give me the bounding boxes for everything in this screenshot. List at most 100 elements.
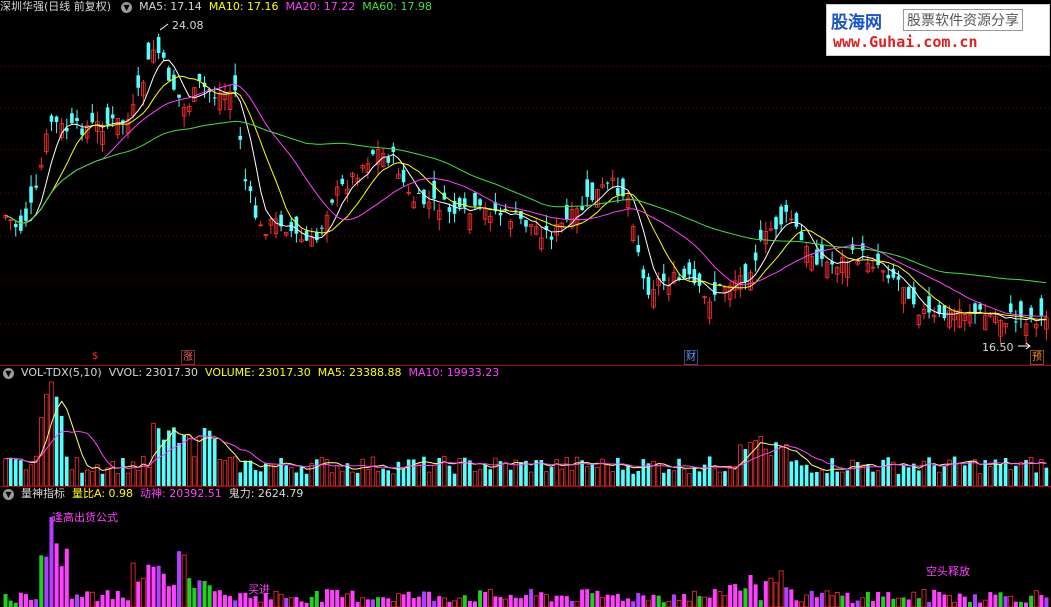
event-rise-marker[interactable]: 涨	[181, 350, 195, 365]
candle-body	[330, 199, 334, 203]
volume-bar	[712, 468, 717, 486]
indicator-bar	[717, 591, 723, 607]
volume-bar	[1008, 469, 1013, 486]
volume-bar	[667, 469, 671, 486]
indicator-bar	[120, 597, 125, 607]
candle-body	[799, 232, 804, 241]
kline-panel[interactable]: 深圳华强(日线 前复权) ▼ MA5: 17.14 MA10: 17.16 MA…	[0, 0, 1051, 365]
candle-body	[146, 42, 151, 60]
volume-bar	[574, 456, 580, 486]
stock-title: 深圳华强(日线 前复权)	[0, 0, 112, 13]
indicator-bar	[799, 601, 804, 607]
candle-body	[549, 236, 554, 240]
candle-body	[1019, 301, 1023, 317]
candle-body	[671, 272, 677, 284]
dongshen-label: 动神: 20392.51	[140, 487, 222, 500]
volume-bar	[580, 460, 584, 486]
indicator-chart[interactable]	[0, 487, 1051, 607]
candle-body	[268, 219, 274, 226]
indicator-bar	[181, 554, 187, 607]
indicator-bar	[773, 582, 779, 607]
indicator-bar	[222, 594, 227, 607]
candle-body	[651, 289, 656, 308]
indicator-bar	[314, 590, 319, 607]
volume-bar	[753, 439, 758, 486]
indicator-bar	[549, 601, 554, 607]
volume-bar	[702, 464, 707, 486]
indicator-bar	[641, 595, 646, 607]
chevron-down-icon[interactable]: ▼	[3, 367, 14, 379]
volume-bar	[1024, 460, 1028, 486]
candle-body	[794, 213, 799, 227]
volume-bar	[1039, 459, 1044, 486]
candle-body	[544, 225, 549, 231]
indicator-bar	[758, 600, 763, 607]
chevron-down-icon[interactable]: ▼	[3, 488, 14, 500]
indicator-bar	[340, 597, 345, 607]
event-forecast-marker[interactable]: 预	[1030, 350, 1044, 365]
volume-bar	[167, 430, 171, 486]
volume-bar	[621, 469, 625, 486]
liangbi-label: 量比A: 0.98	[72, 487, 134, 500]
indicator-bar	[661, 602, 666, 607]
volume-bar	[963, 465, 967, 486]
indicator-bar	[284, 597, 289, 607]
indicator-bar	[901, 597, 906, 607]
volume-bar	[881, 459, 885, 486]
indicator-bar	[44, 556, 49, 607]
candle-body	[815, 249, 819, 265]
candle-body	[876, 253, 880, 266]
indicator-bar	[829, 595, 835, 607]
volume-bar	[1003, 458, 1008, 486]
volume-bar	[723, 471, 727, 486]
candle-body	[498, 212, 503, 216]
volume-bar	[651, 460, 656, 486]
indicator-bar	[626, 598, 631, 607]
volume-bar	[733, 466, 738, 486]
indicator-bar	[89, 591, 95, 607]
indicator-bar	[1033, 590, 1039, 607]
indicator-bar	[355, 602, 360, 607]
panel-divider[interactable]	[0, 365, 1051, 366]
indicator-bar	[615, 593, 620, 607]
candle-body	[34, 185, 38, 188]
indicator-panel[interactable]: ▼ 量神指标 量比A: 0.98 动神: 20392.51 鬼力: 2624.7…	[0, 487, 1051, 607]
candle-body	[181, 107, 187, 117]
candle-body	[447, 207, 452, 212]
volume-bar	[177, 442, 181, 486]
ma60-line	[5, 120, 1047, 284]
candle-body	[524, 220, 528, 227]
volume-chart[interactable]	[0, 366, 1051, 486]
volume-bar	[590, 464, 595, 486]
panel-divider[interactable]	[0, 486, 1051, 487]
ma20-label: MA20: 17.22	[285, 0, 356, 13]
indicator-bar	[733, 584, 738, 607]
candle-body	[880, 270, 886, 273]
indicator-bar	[156, 565, 161, 607]
candle-body	[998, 319, 1003, 337]
chevron-down-icon[interactable]: ▼	[121, 1, 133, 13]
indicator-bar	[207, 585, 212, 607]
candle-body	[1044, 317, 1049, 330]
volume-bar	[365, 469, 371, 486]
indicator-bar	[472, 601, 477, 607]
vol-ma10-label: MA10: 19933.23	[408, 366, 500, 379]
candle-body	[217, 92, 223, 111]
volume-bar	[1018, 462, 1024, 486]
candle-body	[457, 197, 462, 208]
ma20-line	[5, 83, 1047, 317]
volume-panel[interactable]: ▼ VOL-TDX(5,10) VVOL: 23017.30 VOLUME: 2…	[0, 366, 1051, 486]
indicator-bar	[529, 589, 534, 607]
event-dividend-marker[interactable]: $	[92, 351, 99, 362]
indicator-bar	[212, 591, 217, 607]
indicator-bar	[8, 600, 13, 607]
event-finance-marker[interactable]: 财	[684, 350, 698, 365]
volume-bar	[95, 464, 100, 486]
candlestick-chart[interactable]	[0, 0, 1051, 365]
volume-bar	[896, 473, 901, 486]
volume-bar	[28, 464, 34, 486]
candle-body	[315, 232, 319, 241]
volume-bar	[610, 471, 615, 486]
candle-body	[539, 237, 544, 250]
candle-body	[906, 287, 911, 299]
